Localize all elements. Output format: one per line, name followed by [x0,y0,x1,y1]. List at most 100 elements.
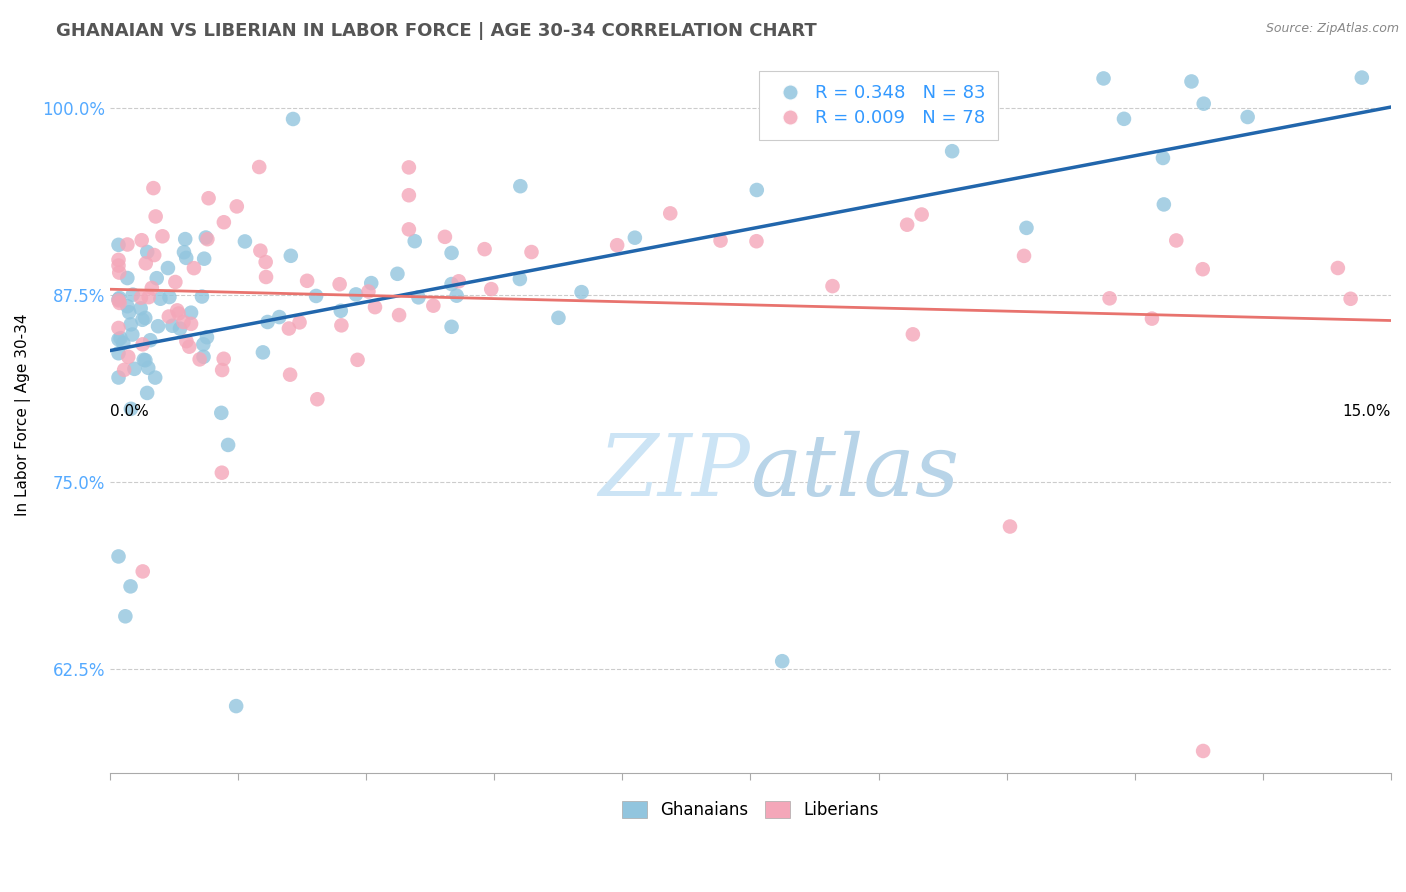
Point [193,252,215,266]
Point [117,237,139,252]
Point [307,392,329,407]
Point [398,222,420,236]
Point [117,271,139,285]
Point [179,340,201,354]
Point [135,256,157,270]
Point [132,565,155,579]
Point [360,276,382,290]
Point [121,287,143,301]
Point [305,289,328,303]
Point [547,310,569,325]
Point [191,289,214,303]
Point [117,350,139,364]
Point [1112,112,1135,126]
Point [143,248,166,262]
Point [1166,234,1188,248]
Point [1180,74,1202,88]
Point [330,318,353,333]
Point [520,245,543,260]
Point [108,266,131,280]
Point [217,438,239,452]
Point [212,351,235,366]
Point [156,260,179,275]
Point [387,267,409,281]
Point [252,345,274,359]
Point [145,210,167,224]
Point [212,215,235,229]
Point [745,183,768,197]
Y-axis label: In Labor Force | Age 30-34: In Labor Force | Age 30-34 [15,313,31,516]
Point [659,206,682,220]
Point [173,245,195,260]
Point [107,259,129,273]
Point [169,321,191,335]
Point [1192,744,1215,758]
Point [256,315,278,329]
Point [1191,262,1213,277]
Point [120,579,142,593]
Point [277,321,299,335]
Point [120,401,142,416]
Point [107,237,129,252]
Point [509,179,531,194]
Point [183,261,205,276]
Point [165,275,187,289]
Point [1092,71,1115,86]
Point [132,352,155,367]
Point [110,331,132,345]
Point [346,352,368,367]
Point [709,234,731,248]
Point [288,315,311,329]
Point [107,370,129,384]
Text: 15.0%: 15.0% [1343,403,1391,418]
Point [1351,70,1374,85]
Point [745,234,768,248]
Point [197,191,219,205]
Point [107,293,129,308]
Point [193,350,215,364]
Point [254,255,277,269]
Point [1152,151,1174,165]
Point [174,232,197,246]
Point [624,230,647,244]
Point [254,270,277,285]
Point [1327,260,1350,275]
Point [211,466,233,480]
Point [398,161,420,175]
Point [998,519,1021,533]
Point [295,274,318,288]
Point [606,238,628,252]
Point [474,242,496,256]
Point [278,368,301,382]
Point [233,235,256,249]
Point [114,609,136,624]
Point [329,303,352,318]
Text: Source: ZipAtlas.com: Source: ZipAtlas.com [1265,22,1399,36]
Point [117,299,139,313]
Point [107,293,129,307]
Point [180,317,202,331]
Legend: Ghanaians, Liberians: Ghanaians, Liberians [616,795,886,826]
Point [167,306,190,320]
Point [440,246,463,260]
Point [139,333,162,347]
Point [166,303,188,318]
Point [269,310,291,324]
Point [108,291,131,305]
Point [157,310,180,324]
Point [408,290,430,304]
Point [433,230,456,244]
Point [1015,220,1038,235]
Point [134,310,156,325]
Point [821,279,844,293]
Point [404,234,426,248]
Point [225,699,247,714]
Point [195,330,218,344]
Point [131,337,153,351]
Point [571,285,593,299]
Point [1236,110,1258,124]
Point [141,281,163,295]
Point [194,230,217,244]
Point [446,288,468,302]
Point [152,229,174,244]
